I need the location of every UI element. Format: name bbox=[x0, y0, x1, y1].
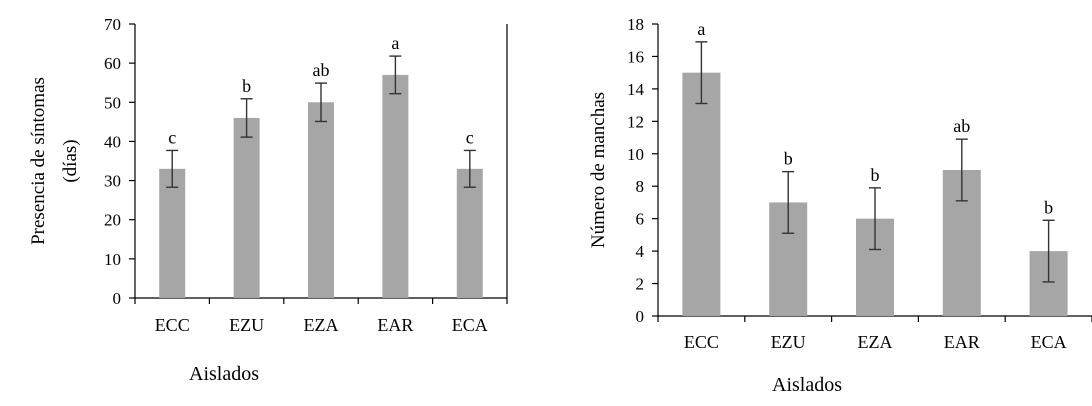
significance-label: ab bbox=[953, 116, 970, 136]
y-tick-label: 30 bbox=[104, 172, 121, 191]
chart-spot-count: 0 2 4 6 8 10 12 14 16 18 a ECC b EZU b EZA ab EAR b ECA Núme… bbox=[588, 15, 1092, 396]
y-tick-label: 20 bbox=[104, 211, 121, 230]
bar bbox=[308, 102, 334, 299]
y-tick-label: 16 bbox=[627, 47, 644, 66]
y-axis-label: Número de manchas bbox=[588, 92, 609, 248]
x-tick-label: EZA bbox=[304, 315, 339, 335]
x-axis-label: Aislados bbox=[772, 374, 842, 396]
y-tick-label: 60 bbox=[104, 54, 121, 73]
bar bbox=[682, 72, 721, 317]
significance-label: b bbox=[242, 76, 251, 96]
x-tick-label: ECA bbox=[452, 315, 488, 335]
y-tick-label: 6 bbox=[636, 210, 645, 229]
bar bbox=[382, 74, 409, 298]
significance-label: a bbox=[391, 33, 399, 53]
significance-label: ab bbox=[313, 60, 330, 80]
bar bbox=[456, 168, 483, 298]
chart-symptom-days: 0 10 20 30 40 50 60 70 c ECC b EZU ab EZA a EAR c ECA Pres… bbox=[28, 15, 508, 385]
y-tick-label: 14 bbox=[627, 80, 645, 99]
y-tick-label: 18 bbox=[627, 15, 644, 34]
significance-label: b bbox=[1044, 197, 1053, 217]
y-tick-label: 0 bbox=[113, 289, 122, 308]
significance-label: c bbox=[168, 127, 176, 147]
y-tick-label: 70 bbox=[104, 15, 121, 34]
x-tick-label: EAR bbox=[944, 332, 980, 352]
y-tick-label: 10 bbox=[104, 250, 121, 269]
x-tick-label: ECA bbox=[1031, 332, 1067, 352]
y-tick-label: 10 bbox=[627, 145, 644, 164]
y-tick-label: 2 bbox=[636, 275, 645, 294]
y-tick-label: 12 bbox=[627, 112, 644, 131]
bar bbox=[233, 117, 260, 298]
x-axis-label: Aislados bbox=[189, 363, 259, 385]
x-tick-label: ECC bbox=[684, 332, 719, 352]
significance-label: a bbox=[697, 19, 705, 39]
x-tick-label: EZA bbox=[858, 332, 893, 352]
significance-label: b bbox=[784, 149, 793, 169]
y-tick-label: 0 bbox=[636, 307, 645, 326]
y-tick-label: 4 bbox=[636, 242, 645, 261]
y-tick-label: 40 bbox=[104, 132, 121, 151]
significance-label: b bbox=[871, 165, 880, 185]
y-axis-label: (días) bbox=[60, 139, 81, 182]
y-axis-label: Presencia de síntomas bbox=[28, 77, 49, 245]
y-tick-label: 8 bbox=[636, 177, 645, 196]
y-tick-label: 50 bbox=[104, 93, 121, 112]
x-tick-label: EZU bbox=[229, 315, 264, 335]
x-tick-label: EZU bbox=[771, 332, 806, 352]
x-tick-label: ECC bbox=[155, 315, 190, 335]
bar bbox=[159, 168, 186, 298]
significance-label: c bbox=[466, 127, 474, 147]
x-tick-label: EAR bbox=[377, 315, 413, 335]
